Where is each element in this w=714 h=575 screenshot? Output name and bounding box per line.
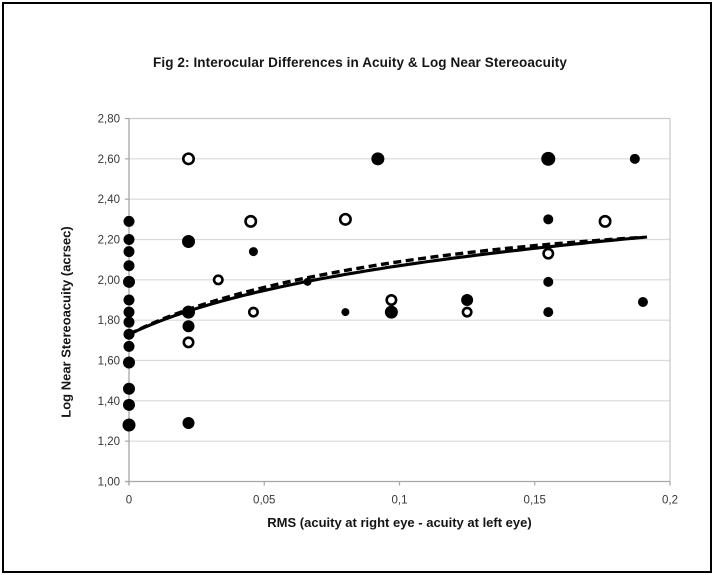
solid-trend-line [128,235,648,336]
filled-data-point [637,297,648,308]
y-tick-label: 2,20 [98,235,120,247]
x-tick-label: 0,2 [662,495,678,507]
y-tick-label: 2,00 [98,275,120,287]
y-tick-label: 2,80 [98,114,120,126]
open-data-point [461,306,473,318]
y-tick-label: 1,60 [98,356,120,368]
filled-data-point [123,316,135,328]
filled-data-point [248,247,258,257]
filled-data-point [384,305,398,319]
filled-data-point [123,260,135,272]
filled-data-point [371,152,385,166]
open-data-point [212,274,224,286]
x-axis-title: RMS (acuity at right eye - acuity at lef… [267,515,532,530]
filled-data-point [543,214,554,225]
filled-data-point [123,340,135,352]
filled-data-point [122,418,136,432]
y-tick-label: 2,40 [98,194,120,206]
open-data-point [542,247,555,260]
filled-data-point [543,307,554,318]
open-data-point [247,306,259,318]
dashed-trend-line [128,235,643,336]
x-tick-label: 0,15 [524,495,546,507]
y-tick-label: 1,80 [98,315,120,327]
open-data-point [244,214,258,228]
filled-data-point [182,417,195,430]
filled-data-point [123,215,135,227]
y-tick-label: 1,00 [98,477,120,489]
open-data-point [182,336,195,349]
filled-data-point [123,294,135,306]
open-data-point [598,214,612,228]
filled-data-point [123,398,135,411]
filled-data-point [123,382,135,395]
open-data-point [338,212,352,226]
filled-data-point [629,153,640,164]
filled-data-point [182,320,195,333]
filled-data-point [123,306,135,318]
y-tick-label: 2,60 [98,154,120,166]
open-data-point [182,152,196,166]
filled-data-point [461,294,474,306]
filled-data-point [123,234,135,245]
filled-data-point [123,275,135,288]
filled-data-point [543,276,554,287]
filled-data-point [341,308,350,317]
y-axis-title: Log Near Stereoacuity (acrsec) [58,226,74,418]
x-tick-label: 0,1 [392,495,408,507]
filled-data-point [182,235,196,249]
x-tick-label: 0 [126,495,132,507]
filled-data-point [123,246,135,258]
filled-data-point [541,151,556,166]
open-data-point [385,293,398,306]
y-tick-label: 1,40 [98,396,120,408]
x-tick-label: 0,05 [253,495,275,507]
filled-data-point [123,356,135,369]
y-tick-label: 1,20 [98,436,120,448]
chart-title: Fig 2: Interocular Differences in Acuity… [153,55,567,70]
